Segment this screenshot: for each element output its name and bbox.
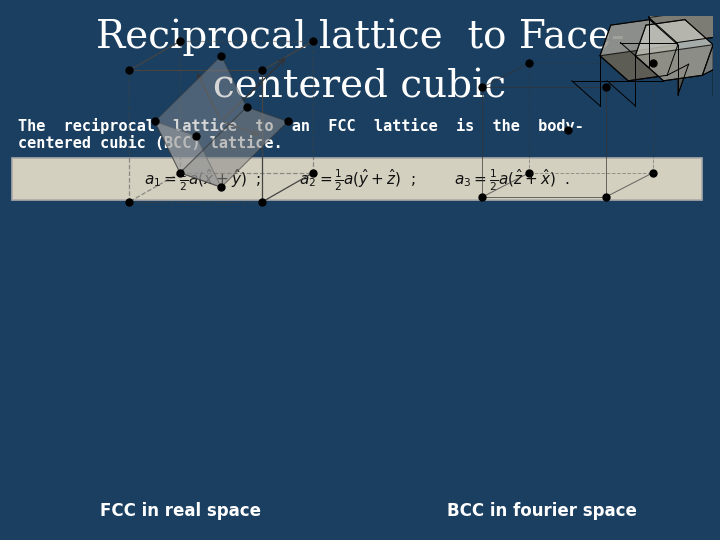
Polygon shape: [155, 56, 246, 173]
Text: Reciprocal lattice  to Face-: Reciprocal lattice to Face-: [96, 18, 624, 56]
Polygon shape: [635, 45, 713, 81]
Text: FCC in real space: FCC in real space: [99, 502, 261, 520]
Polygon shape: [180, 107, 288, 187]
Text: BCC in fourier space: BCC in fourier space: [447, 502, 637, 520]
Polygon shape: [600, 45, 678, 81]
Polygon shape: [155, 122, 221, 187]
FancyBboxPatch shape: [12, 158, 702, 200]
Polygon shape: [635, 19, 713, 81]
Polygon shape: [649, 0, 720, 43]
Polygon shape: [716, 6, 720, 57]
Polygon shape: [703, 45, 720, 95]
Polygon shape: [667, 45, 688, 95]
Polygon shape: [649, 6, 720, 43]
Text: The  reciprocal  lattice  to  an  FCC  lattice  is  the  body-: The reciprocal lattice to an FCC lattice…: [18, 118, 584, 134]
Polygon shape: [600, 19, 678, 81]
Text: centered cubic: centered cubic: [213, 68, 507, 105]
Text: $a_1 = \frac{1}{2}a(\hat{x} + \hat{y})$  ;        $a_2 = \frac{1}{2}a(\hat{y} + : $a_1 = \frac{1}{2}a(\hat{x} + \hat{y})$ …: [144, 167, 570, 193]
Text: centered cubic (BCC) lattice.: centered cubic (BCC) lattice.: [18, 136, 283, 151]
